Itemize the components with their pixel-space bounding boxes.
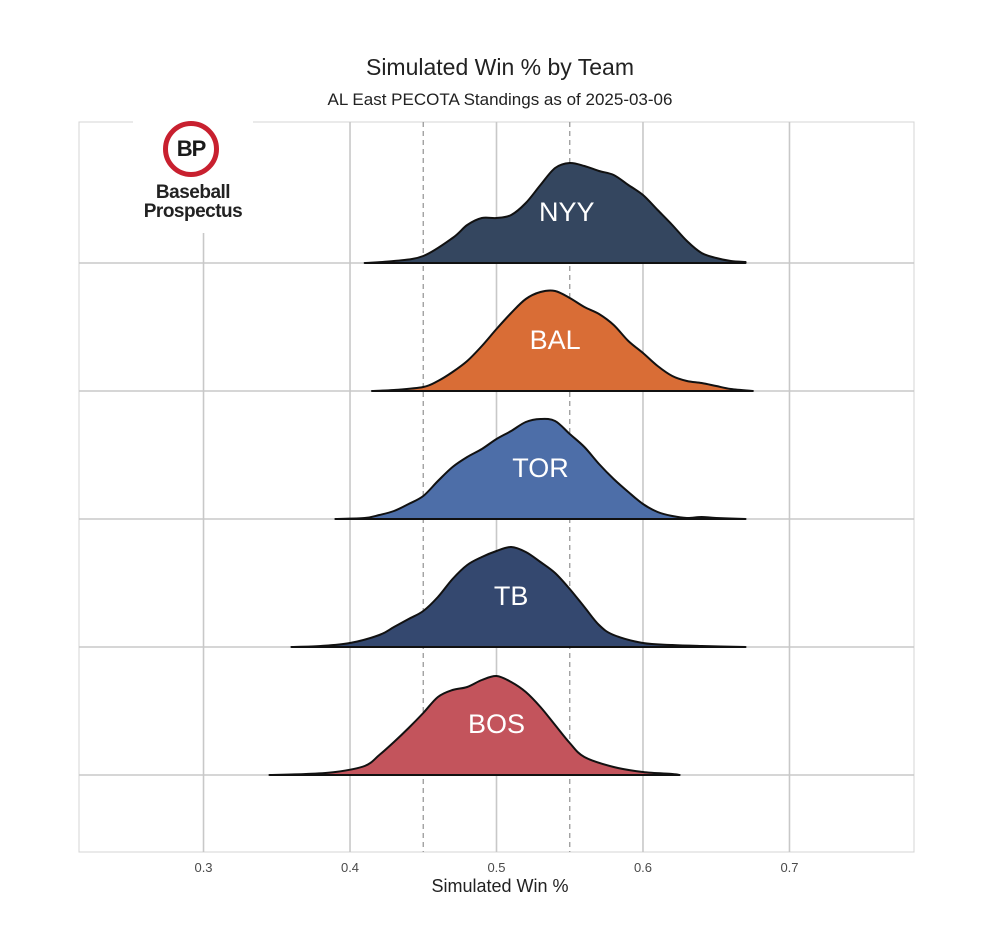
ridge-label-nyy: NYY [539,197,595,227]
ridge-label-bal: BAL [530,325,581,355]
x-tick-label: 0.5 [487,860,505,875]
x-tick-label: 0.4 [341,860,359,875]
ridge-bal [370,289,754,392]
ridge-nyy [363,161,747,264]
ridge-label-bos: BOS [468,709,525,739]
x-tick-label: 0.3 [194,860,212,875]
x-tick-label: 0.6 [634,860,652,875]
ridge-bos [268,674,681,776]
ridge-label-tor: TOR [512,453,569,483]
ridge-tor [334,417,747,520]
chart-subtitle: AL East PECOTA Standings as of 2025-03-0… [327,90,673,109]
bp-logo-icon: BP [163,121,219,177]
ridge-label-tb: TB [494,581,529,611]
baseball-prospectus-logo: BP Baseball Prospectus [133,115,253,233]
ridge-tb [290,545,747,648]
logo-line-1: Baseball [155,182,231,203]
x-axis-label: Simulated Win % [431,876,569,896]
chart-title: Simulated Win % by Team [365,54,634,80]
logo-line-2: Prospectus [143,201,243,222]
logo-wordmark: Baseball Prospectus [133,183,253,221]
x-tick-label: 0.7 [780,860,798,875]
